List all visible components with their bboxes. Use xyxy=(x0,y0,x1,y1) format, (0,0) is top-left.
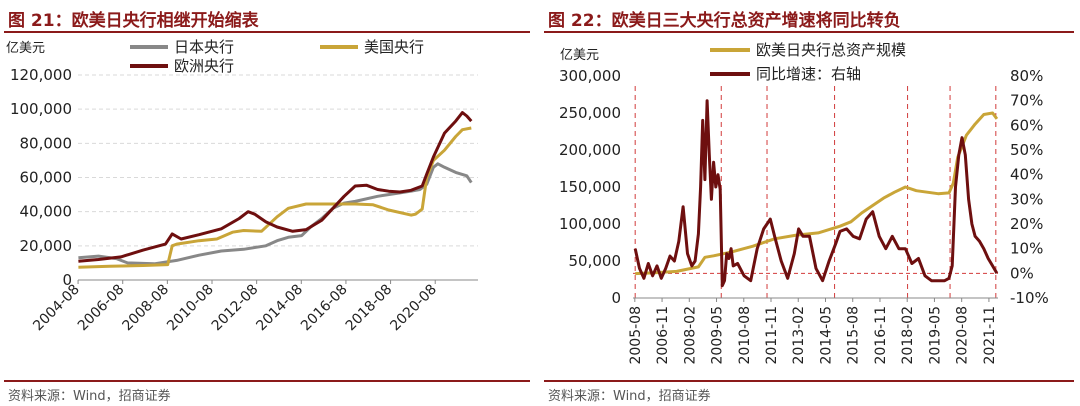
figure-22-source: 资料来源：Wind，招商证券 xyxy=(548,389,711,404)
y2-tick-label: -10% xyxy=(1010,289,1049,307)
x-tick-label: 2016-11 xyxy=(873,306,889,365)
y2-tick-label: 70% xyxy=(1010,92,1043,110)
x-tick-label: 2019-05 xyxy=(927,306,943,365)
x-tick-label: 2011-11 xyxy=(764,306,780,365)
x-tick-label: 2018-08 xyxy=(343,282,396,335)
y-tick-label: 20,000 xyxy=(20,237,73,255)
x-tick-label: 2014-08 xyxy=(253,282,306,335)
y-tick-label: 40,000 xyxy=(20,203,73,221)
y-tick-label: 0 xyxy=(611,289,621,307)
legend-label: 美国央行 xyxy=(364,38,424,56)
x-tick-label: 2010-08 xyxy=(737,306,753,365)
figure-21-title: 图 21：欧美日央行相继开始缩表 xyxy=(8,11,259,31)
figure-21-foot-rule xyxy=(4,380,530,382)
legend-label: 同比增速：右轴 xyxy=(756,65,861,83)
legend-label: 欧洲央行 xyxy=(174,57,234,75)
y-tick-label: 120,000 xyxy=(10,66,72,84)
legend-label: 日本央行 xyxy=(174,38,234,56)
x-tick-label: 2006-11 xyxy=(655,306,671,365)
y2-tick-label: 10% xyxy=(1010,240,1043,258)
x-tick-label: 2020-08 xyxy=(955,306,971,365)
x-tick-label: 2012-08 xyxy=(209,282,262,335)
figure-22-title-rule xyxy=(544,31,1074,33)
x-tick-label: 2021-11 xyxy=(982,306,998,365)
y2-tick-label: 30% xyxy=(1010,190,1043,208)
y2-tick-label: 20% xyxy=(1010,215,1043,233)
x-tick-label: 2010-08 xyxy=(164,282,217,335)
y-tick-label: 80,000 xyxy=(20,134,73,152)
y-tick-label: 100,000 xyxy=(559,215,621,233)
y-axis-unit: 亿美元 xyxy=(560,48,599,63)
y2-tick-label: 50% xyxy=(1010,141,1043,159)
y-tick-label: 50,000 xyxy=(569,252,622,270)
figure-21-panel: 图 21：欧美日央行相继开始缩表 亿美元 0 20,000 40,000 60,000 8… xyxy=(0,0,536,406)
series-line-3 xyxy=(78,111,473,263)
x-tick-label: 2013-02 xyxy=(791,306,807,365)
x-tick-label: 2014-05 xyxy=(818,306,834,365)
figure-22-panel: 图 22：欧美日三大央行总资产增速将同比转负 亿美元 0 50,000 100,000… xyxy=(540,0,1080,406)
x-tick-label: 2015-08 xyxy=(846,306,862,365)
x-tick-label: 2008-02 xyxy=(682,306,698,365)
y-tick-label: 0 xyxy=(62,271,72,289)
figure-22-title: 图 22：欧美日三大央行总资产增速将同比转负 xyxy=(548,11,901,31)
y-tick-label: 100,000 xyxy=(10,100,72,118)
y2-tick-label: 0% xyxy=(1010,264,1034,282)
x-tick-label: 2009-05 xyxy=(710,306,726,365)
balance-sheet-chart: 亿美元 0 20,000 40,000 60,000 80,000 100,000 120,0… xyxy=(6,38,478,335)
figure-21-title-rule xyxy=(4,31,530,33)
legend-label: 欧美日央行总资产规模 xyxy=(756,41,906,59)
asset-growth-chart: 亿美元 0 50,000 100,000 150,000 200,000 250,000 30… xyxy=(559,41,1049,365)
x-tick-label: 2005-08 xyxy=(628,306,644,365)
y2-tick-label: 80% xyxy=(1010,67,1043,85)
y2-tick-label: 60% xyxy=(1010,116,1043,134)
y-axis-unit: 亿美元 xyxy=(6,41,45,56)
x-tick-label: 2008-08 xyxy=(120,282,173,335)
y-tick-label: 60,000 xyxy=(20,169,73,187)
figure-21-source: 资料来源：Wind，招商证券 xyxy=(8,389,171,404)
x-tick-label: 2004-08 xyxy=(30,282,83,335)
x-tick-label: 2020-08 xyxy=(387,282,440,335)
y2-tick-label: 40% xyxy=(1010,166,1043,184)
x-tick-label: 2006-08 xyxy=(75,282,128,335)
series-line-yoy-growth xyxy=(633,99,999,288)
x-tick-label: 2018-02 xyxy=(900,306,916,365)
y-tick-label: 200,000 xyxy=(559,141,621,159)
y-tick-label: 250,000 xyxy=(559,104,621,122)
y-tick-label: 300,000 xyxy=(559,67,621,85)
figure-22-foot-rule xyxy=(544,380,1074,382)
x-tick-label: 2016-08 xyxy=(298,282,351,335)
series-line-total-assets xyxy=(635,111,999,276)
y-tick-label: 150,000 xyxy=(559,178,621,196)
